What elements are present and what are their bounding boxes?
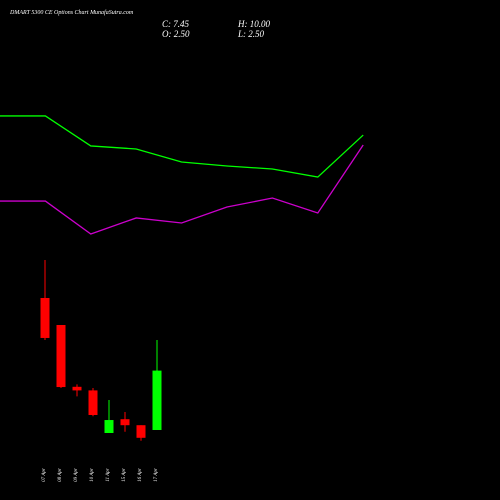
stat-high: H: 10.00 — [237, 19, 270, 29]
indicator-line — [0, 144, 364, 235]
stat-low: L: 2.50 — [237, 29, 265, 39]
candle-body — [104, 420, 114, 433]
candle-body — [136, 425, 146, 438]
candle-body — [120, 419, 130, 426]
x-tick-label: 07 Apr — [42, 468, 47, 482]
candle-body — [72, 386, 82, 391]
x-tick-label: 16 Apr — [138, 468, 143, 482]
candle-body — [88, 390, 98, 415]
indicator-line — [0, 115, 364, 178]
stat-close: C: 7.45 — [162, 19, 190, 29]
x-tick-label: 17 Apr — [154, 468, 159, 482]
x-tick-label: 09 Apr — [74, 468, 79, 482]
x-tick-label: 08 Apr — [58, 468, 63, 482]
x-tick-label: 15 Apr — [122, 468, 127, 482]
chart-title: DMART 5300 CE Options Chart MunafaSutra.… — [9, 9, 134, 16]
candle-body — [56, 325, 66, 388]
x-tick-label: 10 Apr — [90, 468, 95, 482]
candle-body — [40, 298, 50, 338]
stat-open: O: 2.50 — [162, 29, 190, 39]
candle-body — [152, 370, 162, 430]
x-tick-label: 11 Apr — [106, 468, 111, 481]
